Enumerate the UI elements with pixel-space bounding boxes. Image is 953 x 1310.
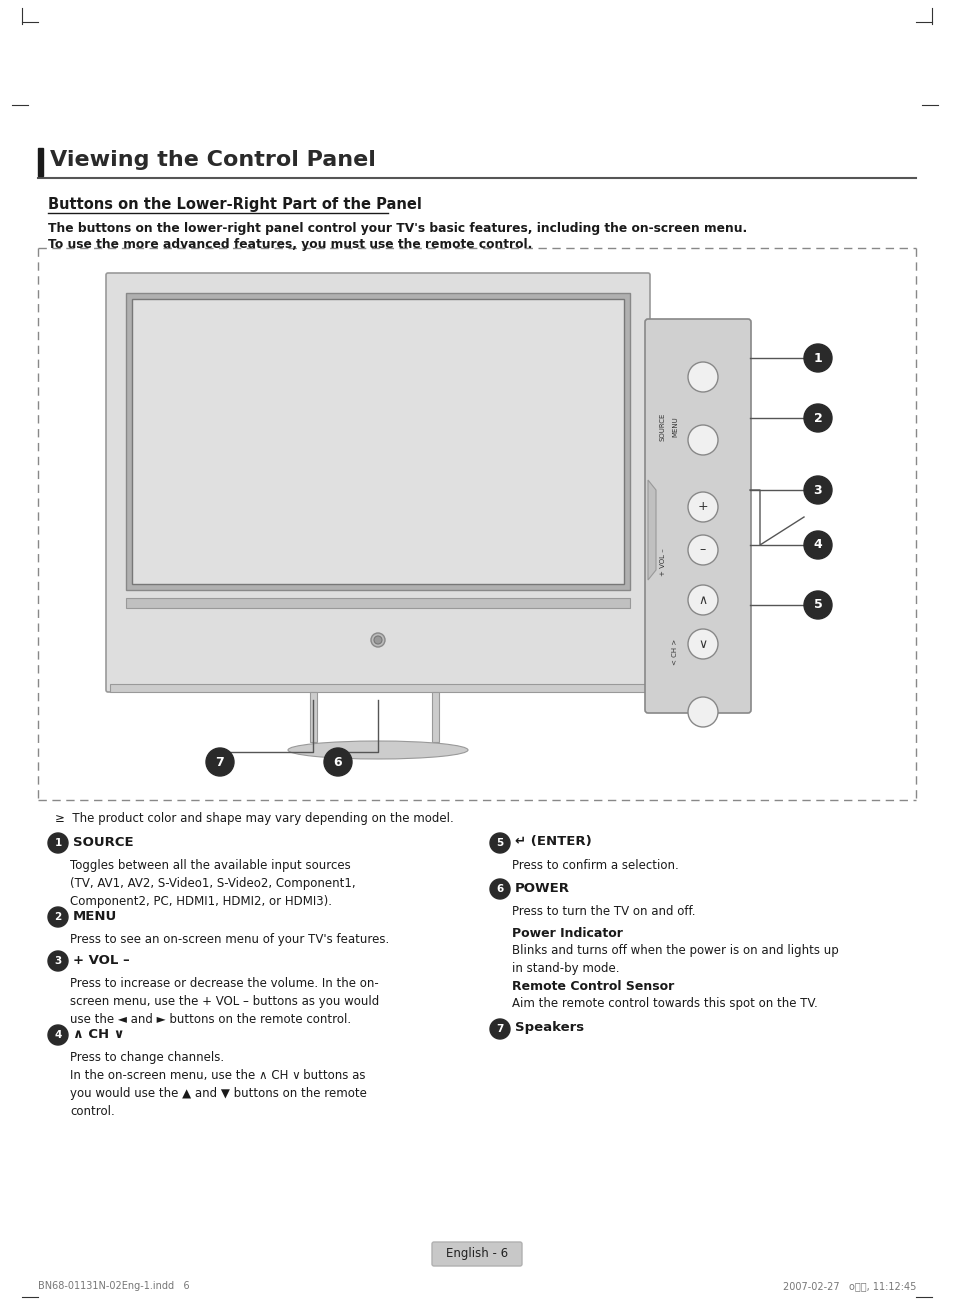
Text: < CH >: < CH > <box>671 639 678 665</box>
Text: + VOL –: + VOL – <box>659 548 665 576</box>
Text: ↵ (ENTER): ↵ (ENTER) <box>515 836 591 849</box>
Text: 5: 5 <box>496 838 503 848</box>
Circle shape <box>803 345 831 372</box>
Circle shape <box>206 748 233 776</box>
Text: Aim the remote control towards this spot on the TV.: Aim the remote control towards this spot… <box>512 997 817 1010</box>
Text: 2: 2 <box>813 411 821 424</box>
Text: To use the more advanced features, you must use the remote control.: To use the more advanced features, you m… <box>48 238 532 252</box>
Circle shape <box>490 1019 510 1039</box>
Text: 1: 1 <box>54 838 62 848</box>
Text: Blinks and turns off when the power is on and lights up
in stand-by mode.: Blinks and turns off when the power is o… <box>512 945 838 975</box>
Text: + VOL –: + VOL – <box>73 954 130 967</box>
Text: Press to change channels.
In the on-screen menu, use the ∧ CH ∨ buttons as
you w: Press to change channels. In the on-scre… <box>70 1051 367 1117</box>
Text: Press to confirm a selection.: Press to confirm a selection. <box>512 859 678 872</box>
Text: 2: 2 <box>54 912 62 922</box>
Text: ≥  The product color and shape may vary depending on the model.: ≥ The product color and shape may vary d… <box>55 812 454 825</box>
Circle shape <box>803 476 831 504</box>
Text: Toggles between all the available input sources
(TV, AV1, AV2, S-Video1, S-Video: Toggles between all the available input … <box>70 859 355 908</box>
Text: BN68-01131N-02Eng-1.indd   6: BN68-01131N-02Eng-1.indd 6 <box>38 1281 190 1290</box>
Circle shape <box>371 633 385 647</box>
Polygon shape <box>647 479 656 580</box>
Text: Power Indicator: Power Indicator <box>512 927 622 941</box>
Circle shape <box>490 833 510 853</box>
Text: Buttons on the Lower-Right Part of the Panel: Buttons on the Lower-Right Part of the P… <box>48 196 421 212</box>
Circle shape <box>687 362 718 392</box>
Circle shape <box>803 591 831 620</box>
Circle shape <box>687 424 718 455</box>
Text: SOURCE: SOURCE <box>659 413 665 441</box>
Bar <box>110 684 645 692</box>
Text: 3: 3 <box>813 483 821 496</box>
Text: 6: 6 <box>496 884 503 893</box>
Circle shape <box>803 531 831 559</box>
Text: Remote Control Sensor: Remote Control Sensor <box>512 980 674 993</box>
Text: 1: 1 <box>813 351 821 364</box>
Circle shape <box>687 629 718 659</box>
Bar <box>126 597 629 608</box>
Text: 5: 5 <box>813 599 821 612</box>
Text: MENU: MENU <box>73 909 117 922</box>
Text: 4: 4 <box>813 538 821 552</box>
Text: 7: 7 <box>496 1024 503 1034</box>
FancyBboxPatch shape <box>644 320 750 713</box>
Text: +: + <box>697 500 707 514</box>
Text: 3: 3 <box>54 956 62 965</box>
Circle shape <box>374 635 381 645</box>
Text: Viewing the Control Panel: Viewing the Control Panel <box>50 151 375 170</box>
Text: POWER: POWER <box>515 882 569 895</box>
Circle shape <box>687 697 718 727</box>
Text: ∧ CH ∨: ∧ CH ∨ <box>73 1027 125 1040</box>
Circle shape <box>48 1024 68 1045</box>
Circle shape <box>324 748 352 776</box>
Text: Speakers: Speakers <box>515 1022 583 1035</box>
Text: SOURCE: SOURCE <box>73 836 133 849</box>
Circle shape <box>48 951 68 971</box>
Circle shape <box>687 534 718 565</box>
Bar <box>432 692 438 741</box>
Text: Press to see an on-screen menu of your TV's features.: Press to see an on-screen menu of your T… <box>70 933 389 946</box>
Text: ∨: ∨ <box>698 638 707 651</box>
Bar <box>38 148 43 176</box>
Ellipse shape <box>288 741 468 758</box>
Text: 6: 6 <box>334 756 342 769</box>
Text: English - 6: English - 6 <box>445 1247 508 1259</box>
Text: MENU: MENU <box>671 417 678 438</box>
Circle shape <box>48 833 68 853</box>
FancyBboxPatch shape <box>432 1242 521 1265</box>
FancyBboxPatch shape <box>106 272 649 692</box>
Text: 2007-02-27   o๊๊, 11:12:45: 2007-02-27 o๊๊, 11:12:45 <box>781 1281 915 1290</box>
Text: –: – <box>700 544 705 557</box>
Circle shape <box>48 907 68 927</box>
Circle shape <box>687 586 718 614</box>
Circle shape <box>803 403 831 432</box>
Circle shape <box>687 493 718 521</box>
Bar <box>132 299 623 584</box>
Text: 4: 4 <box>54 1030 62 1040</box>
Text: Press to increase or decrease the volume. In the on-
screen menu, use the + VOL : Press to increase or decrease the volume… <box>70 977 379 1026</box>
Bar <box>126 293 629 590</box>
Circle shape <box>490 879 510 899</box>
Text: Press to turn the TV on and off.: Press to turn the TV on and off. <box>512 905 695 918</box>
Bar <box>310 692 316 741</box>
Text: ∧: ∧ <box>698 593 707 607</box>
Text: 7: 7 <box>215 756 224 769</box>
Text: The buttons on the lower-right panel control your TV's basic features, including: The buttons on the lower-right panel con… <box>48 221 746 234</box>
